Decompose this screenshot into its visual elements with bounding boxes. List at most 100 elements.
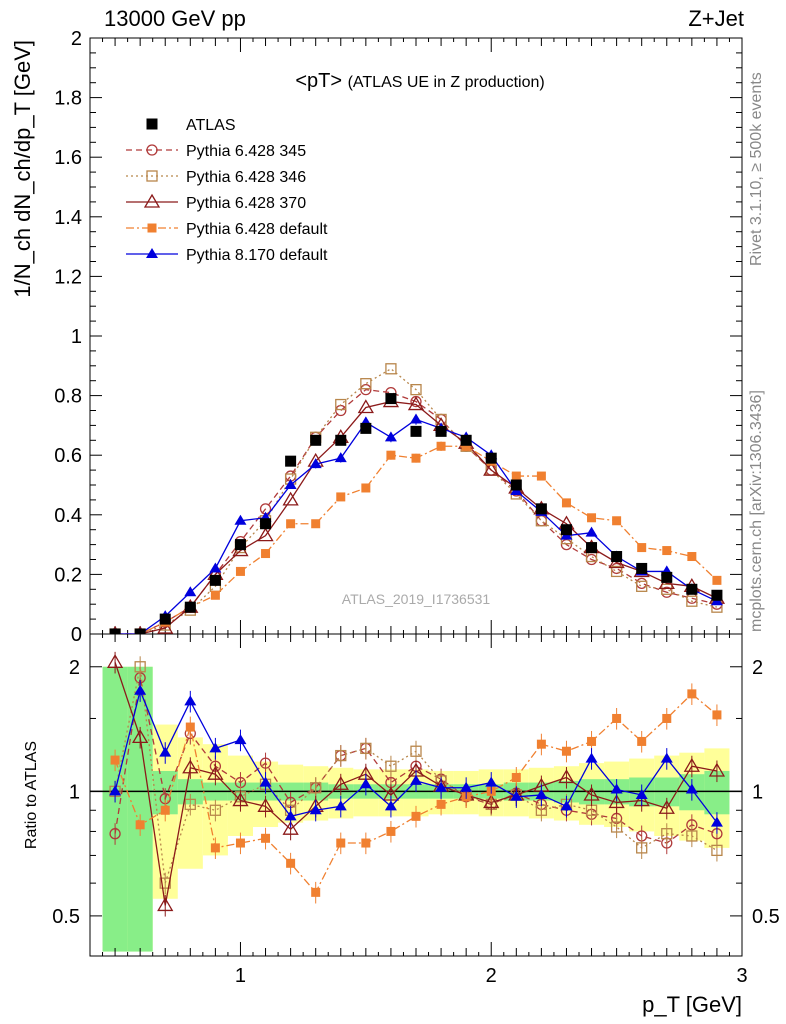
- main-ytick-label: 0.4: [54, 505, 82, 527]
- data-point-marker: [710, 816, 723, 827]
- data-point-marker: [612, 713, 622, 723]
- data-point-marker: [411, 453, 421, 463]
- data-point-marker: [257, 527, 274, 542]
- data-point-marker: [410, 413, 422, 424]
- main-ytick-label: 1.6: [54, 147, 82, 169]
- data-point-marker: [334, 452, 347, 463]
- data-point-marker: [106, 654, 124, 668]
- data-point-marker: [210, 590, 220, 600]
- data-point-marker: [335, 398, 347, 411]
- data-point-marker: [235, 838, 245, 848]
- data-point-marker: [511, 773, 521, 783]
- data-point-marker: [134, 684, 147, 695]
- data-point-marker: [310, 782, 322, 794]
- data-point-marker: [185, 722, 195, 732]
- data-point-marker: [385, 363, 397, 375]
- ratio-series-4: [109, 680, 723, 834]
- data-point-marker: [510, 479, 522, 491]
- data-point-marker: [711, 589, 723, 601]
- data-point-marker: [662, 546, 672, 556]
- ratio-ytick-label-right: 0.5: [752, 906, 780, 928]
- data-point-marker: [711, 844, 723, 857]
- data-point-marker: [135, 820, 145, 830]
- data-point-marker: [460, 781, 473, 792]
- data-point-marker: [608, 794, 625, 809]
- data-point-marker: [587, 736, 597, 746]
- data-point-marker: [411, 811, 421, 821]
- legend-label: Pythia 6.428 default: [186, 221, 328, 238]
- plot-subtitle: (ATLAS UE in Z production): [348, 74, 545, 91]
- main-ytick-label: 1.8: [54, 88, 82, 110]
- legend-label: Pythia 8.170 default: [186, 247, 328, 264]
- data-point-marker: [687, 689, 697, 699]
- data-point-marker: [209, 742, 222, 753]
- data-point-marker: [286, 519, 296, 529]
- data-point-marker: [209, 804, 222, 816]
- data-point-marker: [561, 498, 571, 508]
- data-point-marker: [485, 776, 498, 787]
- ratio-ytick-label: 0.5: [52, 906, 80, 928]
- data-point-marker: [662, 713, 672, 723]
- data-point-marker: [410, 774, 422, 785]
- data-point-marker: [184, 601, 196, 613]
- main-ytick-label: 1.4: [54, 207, 82, 229]
- data-point-marker: [685, 783, 698, 794]
- data-point-marker: [585, 526, 598, 537]
- data-point-marker: [134, 661, 146, 673]
- ratio-ytick-label-right: 1: [752, 781, 763, 803]
- data-point-marker: [610, 783, 623, 794]
- data-point-marker: [511, 471, 521, 481]
- data-point-marker: [146, 248, 158, 258]
- data-point-marker: [357, 399, 374, 414]
- data-point-marker: [361, 838, 371, 848]
- data-point-marker: [435, 425, 447, 437]
- data-point-marker: [485, 452, 497, 464]
- data-point-marker: [461, 441, 471, 451]
- data-point-marker: [109, 628, 121, 634]
- data-point-marker: [637, 736, 647, 746]
- data-point-marker: [536, 471, 546, 481]
- xlabel: p_T [GeV]: [642, 992, 742, 1017]
- data-point-marker: [535, 515, 548, 527]
- legend-label: Pythia 6.428 345: [186, 143, 306, 160]
- data-point-marker: [147, 223, 157, 233]
- data-point-marker: [436, 441, 446, 451]
- data-point-marker: [146, 144, 158, 156]
- data-point-marker: [184, 695, 197, 706]
- data-point-marker: [132, 729, 149, 744]
- data-point-marker: [410, 425, 422, 437]
- data-point-marker: [310, 434, 322, 446]
- main-ytick-label: 0.8: [54, 386, 82, 408]
- data-point-marker: [207, 765, 224, 780]
- data-point-marker: [708, 762, 726, 777]
- data-point-marker: [146, 170, 158, 182]
- data-point-marker: [585, 752, 598, 763]
- data-point-marker: [612, 516, 622, 526]
- data-point-marker: [261, 549, 271, 559]
- main-series-4: [110, 441, 722, 634]
- legend-entry-3: Pythia 6.428 370: [126, 193, 306, 212]
- data-point-marker: [583, 786, 600, 801]
- data-point-marker: [159, 613, 171, 625]
- legend-label: Pythia 6.428 370: [186, 195, 306, 212]
- data-point-marker: [635, 788, 648, 799]
- data-point-marker: [687, 552, 697, 562]
- data-point-marker: [335, 434, 347, 446]
- main-ytick-label: 0.2: [54, 564, 82, 586]
- data-point-marker: [407, 396, 425, 411]
- data-point-marker: [535, 788, 548, 799]
- data-point-marker: [336, 492, 346, 502]
- data-point-marker: [510, 790, 523, 801]
- data-point-marker: [384, 800, 397, 811]
- data-point-marker: [361, 483, 371, 493]
- data-point-marker: [311, 519, 321, 529]
- data-point-marker: [257, 798, 274, 812]
- data-point-marker: [146, 118, 158, 130]
- data-point-marker: [610, 562, 623, 575]
- data-point-marker: [436, 799, 446, 809]
- data-point-marker: [334, 800, 347, 811]
- data-point-marker: [260, 518, 272, 530]
- legend-entry-0: ATLAS: [146, 117, 236, 134]
- ratio-ylabel: Ratio to ATLAS: [23, 741, 40, 849]
